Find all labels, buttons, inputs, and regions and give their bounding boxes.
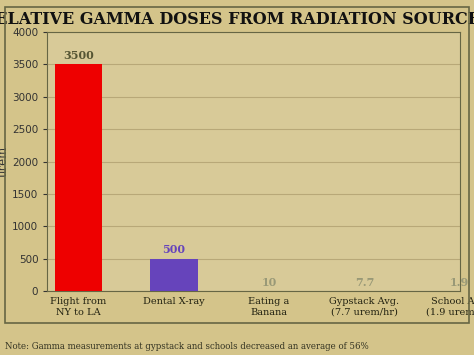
- Text: 1.9: 1.9: [450, 277, 469, 288]
- Text: 500: 500: [162, 245, 185, 256]
- Text: RELATIVE GAMMA DOSES FROM RADIATION SOURCES: RELATIVE GAMMA DOSES FROM RADIATION SOUR…: [0, 11, 474, 28]
- Y-axis label: urem: urem: [0, 146, 9, 177]
- Text: 3500: 3500: [63, 50, 94, 61]
- Text: 10: 10: [262, 277, 277, 288]
- Bar: [55, 64, 102, 291]
- Bar: [150, 259, 198, 291]
- Text: Note: Gamma measurements at gypstack and schools decreased an average of 56%: Note: Gamma measurements at gypstack and…: [5, 343, 368, 351]
- Text: 7.7: 7.7: [355, 277, 374, 288]
